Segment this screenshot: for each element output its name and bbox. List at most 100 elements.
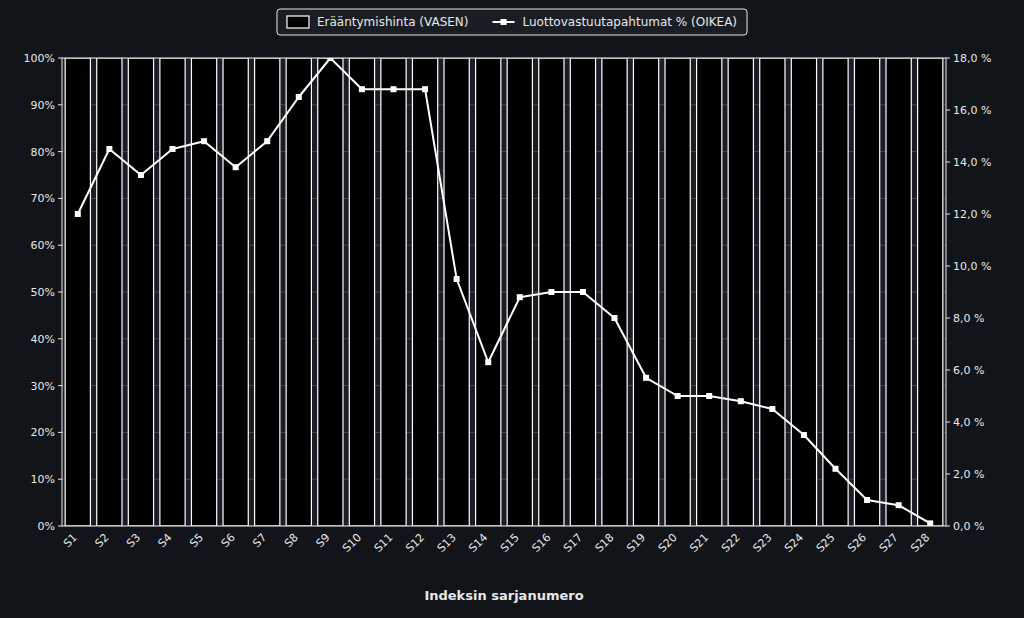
x-label: Indeksin sarjanumero (424, 588, 583, 603)
marker (170, 146, 176, 152)
marker (201, 138, 207, 144)
legend-marker (501, 19, 507, 25)
bar (507, 58, 532, 526)
tick-label: 40% (31, 333, 55, 346)
marker (106, 146, 112, 152)
tick-label: 4,0 % (953, 416, 984, 429)
tick-label: S27 (877, 531, 901, 555)
bar (65, 58, 90, 526)
tick-label: S26 (845, 531, 869, 555)
tick-label: S8 (282, 531, 301, 550)
tick-label: 0% (38, 520, 55, 533)
frame (62, 58, 946, 526)
tick-label: 10% (31, 473, 55, 486)
marker (896, 502, 902, 508)
marker (264, 138, 270, 144)
tick (58, 245, 62, 246)
tick (946, 318, 950, 319)
tick (58, 58, 62, 59)
tick-label: 70% (31, 192, 55, 205)
bar (318, 58, 343, 526)
tick (58, 526, 62, 527)
tick (946, 110, 950, 111)
tick (946, 214, 950, 215)
tick (58, 432, 62, 433)
grid (62, 58, 946, 526)
tick-label: S24 (782, 531, 806, 555)
bar (760, 58, 785, 526)
marker (675, 393, 681, 399)
bar (381, 58, 406, 526)
tick (58, 104, 62, 105)
bar (918, 58, 943, 526)
tick (946, 474, 950, 475)
marker (391, 86, 397, 92)
tick (946, 370, 950, 371)
tick-label: S12 (403, 531, 427, 555)
bar (128, 58, 153, 526)
legend-box (277, 9, 747, 35)
tick-label: 12,0 % (953, 208, 991, 221)
marker (75, 211, 81, 217)
tick-label: S20 (656, 531, 680, 555)
plot-area (62, 58, 946, 526)
bar (412, 58, 437, 526)
tick-label: S10 (340, 531, 364, 555)
bar (791, 58, 816, 526)
bar (223, 58, 248, 526)
tick-label: S16 (529, 531, 553, 555)
bar (697, 58, 722, 526)
y2-axis: 0,0 %2,0 %4,0 %6,0 %8,0 %10,0 %12,0 %14,… (946, 52, 991, 533)
tick-label: S11 (372, 531, 396, 555)
tick (946, 526, 950, 527)
marker (138, 172, 144, 178)
marker (422, 86, 428, 92)
tick-label: S15 (498, 531, 522, 555)
tick (946, 266, 950, 267)
tick-label: S7 (250, 531, 269, 550)
marker (233, 164, 239, 170)
legend-label: Luottovastuutapahtumat % (OIKEA) (523, 15, 738, 29)
marker (485, 359, 491, 365)
tick-label: S22 (719, 531, 743, 555)
tick-label: 16,0 % (953, 104, 991, 117)
tick-label: S23 (750, 531, 774, 555)
tick (58, 292, 62, 293)
marker (706, 393, 712, 399)
tick-label: 90% (31, 99, 55, 112)
marker (864, 497, 870, 503)
marker (643, 375, 649, 381)
tick-label: S17 (561, 531, 585, 555)
legend: Erääntymishinta (VASEN) Luottovastuutapah… (277, 9, 747, 35)
y-axis: 0%10%20%30%40%50%60%70%80%90%100% (24, 52, 62, 533)
legend-item: Luottovastuutapahtumat % (OIKEA) (493, 15, 738, 29)
tick (58, 479, 62, 480)
bar (191, 58, 216, 526)
tick-label: S2 (92, 531, 111, 550)
tick-label: 30% (31, 380, 55, 393)
marker (296, 94, 302, 100)
tick-label: S3 (124, 531, 143, 550)
marker (454, 276, 460, 282)
bar (476, 58, 501, 526)
tick (58, 198, 62, 199)
bar (823, 58, 848, 526)
marker (359, 86, 365, 92)
bar (728, 58, 753, 526)
tick-label: S18 (593, 531, 617, 555)
tick-label: 18,0 % (953, 52, 991, 65)
bar (633, 58, 658, 526)
bar (854, 58, 879, 526)
tick-label: S5 (187, 531, 206, 550)
legend-item: Erääntymishinta (VASEN) (287, 15, 469, 29)
tick (946, 58, 950, 59)
marker (927, 520, 933, 526)
marker (801, 432, 807, 438)
tick (946, 162, 950, 163)
tick-label: S13 (435, 531, 459, 555)
bar (665, 58, 690, 526)
line (78, 58, 930, 523)
chart: 0%10%20%30%40%50%60%70%80%90%100%0,0 %2,… (0, 0, 1024, 618)
bar (886, 58, 911, 526)
legend-swatch (287, 16, 309, 28)
